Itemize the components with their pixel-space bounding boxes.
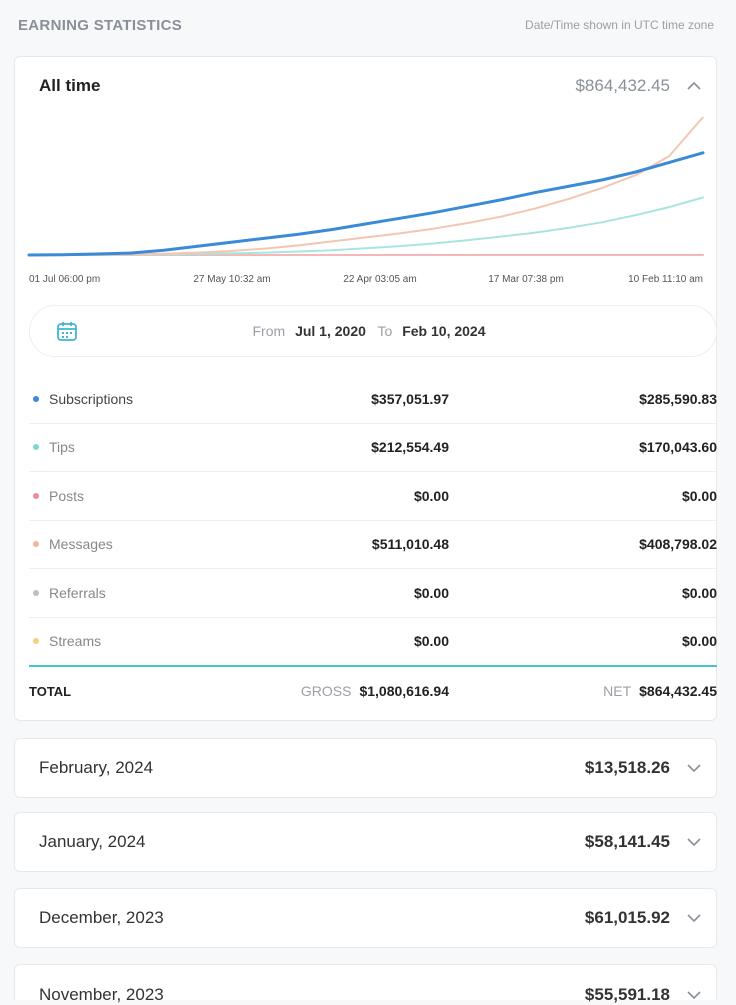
all-time-amount: $864,432.45 (575, 76, 670, 95)
month-label: February, 2024 (39, 758, 154, 777)
breakdown-row-messages: Messages $511,010.48 $408,798.02 (29, 521, 717, 569)
row-net: $0.00 (681, 584, 717, 601)
month-card-feb-2024[interactable]: February, 2024 $13,518.26 (14, 738, 717, 798)
calendar-icon[interactable] (56, 320, 78, 342)
referrals-dot (33, 589, 39, 596)
row-gross: $511,010.48 (371, 536, 449, 553)
row-gross: $212,554.49 (371, 439, 449, 456)
month-card-nov-2023[interactable]: November, 2023 $55,591.18 (14, 964, 717, 1004)
breakdown-row-streams: Streams $0.00 $0.00 (29, 618, 717, 666)
breakdown-row-subscriptions: Subscriptions $357,051.97 $285,590.83 (29, 375, 717, 424)
chevron-down-icon[interactable] (686, 760, 702, 776)
row-label: Subscriptions (49, 390, 134, 407)
subscriptions-dot (33, 395, 39, 402)
row-net: $285,590.83 (639, 390, 717, 407)
chevron-down-icon[interactable] (686, 987, 702, 1003)
month-amount: $55,591.18 (584, 985, 670, 1004)
section-header: EARNING STATISTICS Date/Time shown in UT… (18, 14, 714, 36)
tips-dot (33, 444, 39, 451)
month-amount: $58,141.45 (584, 832, 670, 851)
row-label: Referrals (49, 584, 106, 601)
section-title: EARNING STATISTICS (18, 16, 183, 34)
total-net: $864,432.45 (639, 683, 717, 699)
gross-label: GROSS (300, 683, 352, 699)
row-gross: $0.00 (413, 487, 449, 504)
all-time-card: All time $864,432.45 01 Jul 06:00 pm 27 M… (14, 56, 717, 721)
month-label: January, 2024 (39, 832, 146, 851)
series-line-tips (28, 196, 704, 256)
month-card-dec-2023[interactable]: December, 2023 $61,015.92 (14, 888, 717, 948)
row-label: Tips (49, 439, 75, 456)
breakdown-row-tips: Tips $212,554.49 $170,043.60 (29, 424, 717, 472)
date-range-picker[interactable]: From Jul 1, 2020 To Feb 10, 2024 (29, 305, 717, 357)
to-label: To (377, 323, 393, 339)
from-date[interactable]: Jul 1, 2020 (295, 323, 366, 339)
earnings-chart-svg: 01 Jul 06:00 pm 27 May 10:32 am 22 Apr 03:… (27, 117, 705, 285)
row-gross: $0.00 (413, 584, 449, 601)
breakdown-row-posts: Posts $0.00 $0.00 (29, 472, 717, 521)
x-tick-label: 27 May 10:32 am (193, 274, 270, 285)
date-range-text: From Jul 1, 2020 To Feb 10, 2024 (30, 323, 716, 339)
month-card-jan-2024[interactable]: January, 2024 $58,141.45 (14, 812, 717, 872)
row-label: Posts (49, 487, 85, 504)
messages-dot (33, 541, 39, 548)
earnings-breakdown: Subscriptions $357,051.97 $285,590.83 Ti… (29, 375, 717, 715)
row-net: $0.00 (681, 487, 717, 504)
to-date[interactable]: Feb 10, 2024 (402, 323, 486, 339)
row-gross: $357,051.97 (371, 390, 449, 407)
all-time-label: All time (39, 76, 101, 95)
x-tick-label: 10 Feb 11:10 am (628, 274, 703, 285)
earnings-chart: 01 Jul 06:00 pm 27 May 10:32 am 22 Apr 03:… (15, 117, 718, 357)
net-label: NET (603, 683, 632, 699)
posts-dot (33, 492, 39, 499)
chevron-up-icon[interactable] (686, 78, 702, 94)
timezone-note: Date/Time shown in UTC time zone (525, 18, 714, 32)
chevron-down-icon[interactable] (686, 910, 702, 926)
chevron-down-icon[interactable] (686, 834, 702, 850)
x-tick-label: 17 Mar 07:38 pm (488, 274, 564, 285)
row-net: $170,043.60 (639, 439, 717, 456)
total-label: TOTAL (29, 683, 72, 699)
row-net: $408,798.02 (639, 536, 717, 553)
series-line-subscriptions (27, 151, 705, 257)
row-net: $0.00 (681, 633, 717, 650)
month-label: November, 2023 (39, 985, 164, 1004)
breakdown-row-referrals: Referrals $0.00 $0.00 (29, 569, 717, 618)
streams-dot (33, 638, 39, 645)
month-label: December, 2023 (39, 908, 164, 927)
series-line-messages (28, 117, 704, 256)
row-label: Messages (49, 536, 113, 553)
all-time-header[interactable]: All time $864,432.45 (15, 57, 716, 115)
x-tick-label: 01 Jul 06:00 pm (29, 274, 100, 285)
from-label: From (252, 323, 286, 339)
month-amount: $61,015.92 (584, 908, 670, 927)
total-gross: $1,080,616.94 (359, 683, 449, 699)
row-gross: $0.00 (413, 633, 449, 650)
month-amount: $13,518.26 (584, 758, 670, 777)
total-row: TOTAL GROSS $1,080,616.94 NET $864,432.45 (29, 667, 717, 715)
row-label: Streams (49, 633, 102, 650)
total-divider (29, 665, 717, 667)
x-tick-label: 22 Apr 03:05 am (343, 274, 416, 285)
